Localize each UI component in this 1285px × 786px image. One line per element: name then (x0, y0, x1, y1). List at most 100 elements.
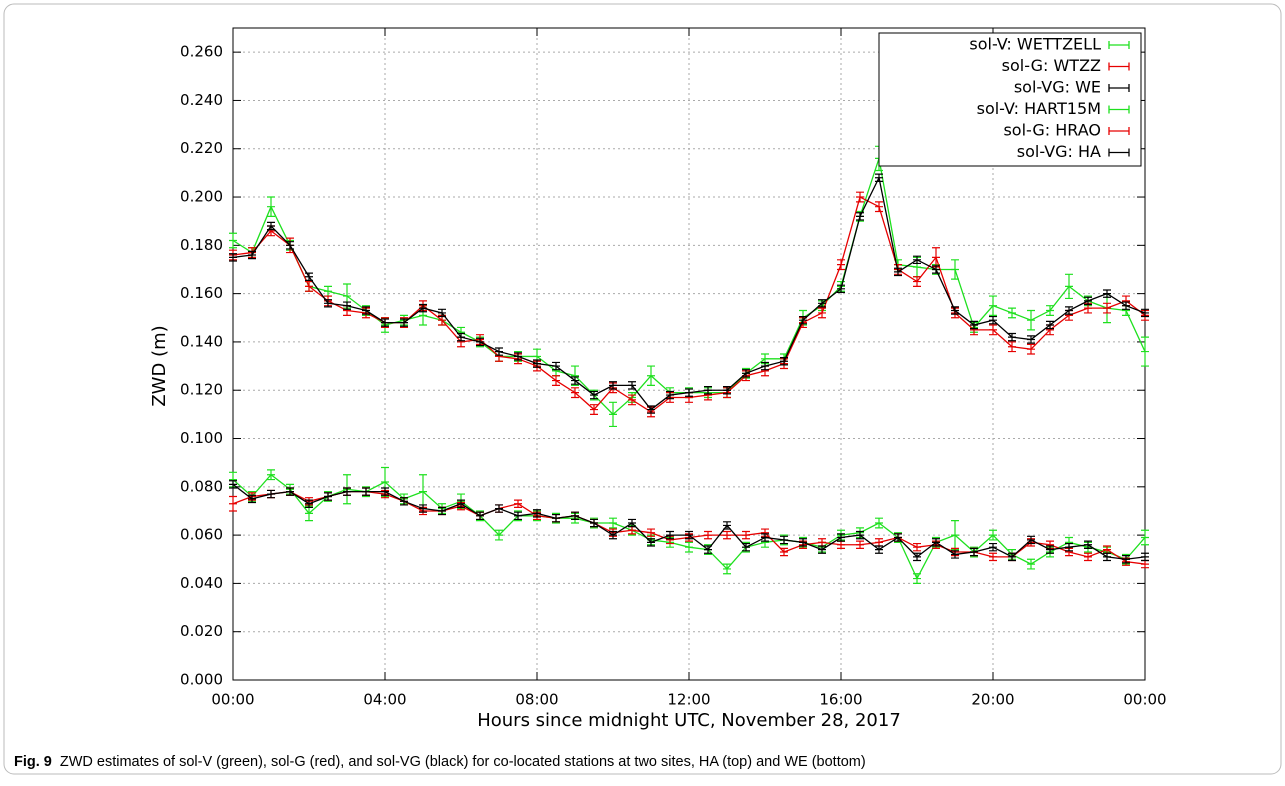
error-bar (704, 386, 712, 395)
error-bar (628, 526, 636, 535)
y-tick-label: 0.160 (180, 284, 223, 302)
error-bar (457, 326, 465, 338)
error-bar (305, 280, 313, 292)
error-bar (324, 299, 332, 308)
error-bar (742, 369, 750, 378)
y-axis-label: ZWD (m) (149, 325, 170, 406)
error-bar (286, 241, 294, 250)
error-bar (818, 299, 826, 308)
error-bar (628, 518, 636, 528)
error-bar (856, 540, 864, 549)
series (229, 173, 1149, 414)
error-bar (552, 513, 560, 523)
error-bar (894, 267, 902, 277)
error-bar (818, 538, 826, 547)
error-bar (628, 381, 636, 390)
legend-label: sol-V: WETTZELL (969, 35, 1101, 54)
error-bar (951, 259, 959, 280)
error-bar (704, 530, 712, 540)
y-tick-label: 0.140 (180, 332, 223, 350)
error-bar (248, 250, 256, 260)
error-bar (552, 375, 560, 386)
error-bar (837, 284, 845, 294)
error-bar (476, 337, 484, 347)
legend-label: sol-V: HART15M (977, 99, 1101, 118)
error-bar (647, 365, 655, 386)
error-bar (438, 506, 446, 516)
error-bar (571, 387, 579, 399)
error-bar (1122, 295, 1130, 307)
error-bar (666, 530, 674, 540)
error-bar (343, 301, 351, 310)
error-bar (400, 318, 408, 327)
legend-swatch (1108, 127, 1130, 135)
x-tick-label: 16:00 (819, 691, 862, 709)
error-bar (438, 308, 446, 318)
error-bar (514, 499, 522, 508)
error-bar (1065, 306, 1073, 315)
error-bar (875, 173, 883, 182)
error-bar (419, 303, 427, 313)
error-bar (742, 530, 750, 540)
error-bar (913, 552, 921, 562)
error-bar (989, 315, 997, 325)
error-bar (495, 529, 503, 541)
error-bar (609, 530, 617, 540)
error-bar (837, 533, 845, 542)
error-bar (1084, 296, 1092, 306)
error-bar (1103, 545, 1111, 554)
error-bar (1065, 542, 1073, 552)
figure-frame (3, 3, 1282, 775)
error-bar (951, 550, 959, 559)
error-bar (685, 530, 693, 540)
error-bar (267, 196, 275, 217)
error-bar (761, 528, 769, 537)
error-bar (818, 307, 826, 319)
error-bar (647, 538, 655, 547)
error-bar (875, 201, 883, 213)
error-bar (571, 365, 579, 386)
error-bar (533, 509, 541, 518)
error-bar (1141, 336, 1149, 367)
error-bar (514, 352, 522, 361)
x-tick-label: 20:00 (971, 691, 1014, 709)
error-bar (1008, 307, 1016, 319)
error-bar (571, 376, 579, 385)
legend-swatch (1108, 41, 1130, 49)
caption-label: Fig. 9 (14, 754, 52, 770)
error-bar (1141, 552, 1149, 562)
error-bar (723, 386, 731, 395)
error-bar (837, 540, 845, 549)
error-bar (704, 545, 712, 554)
error-bar (229, 471, 237, 488)
error-bar (1141, 529, 1149, 546)
error-bar (248, 494, 256, 504)
error-bar (419, 474, 427, 510)
legend-label: sol-VG: WE (1014, 78, 1101, 97)
y-tick-label: 0.060 (180, 526, 223, 544)
legend-swatch (1108, 148, 1130, 157)
error-bar (229, 232, 237, 249)
error-bar (913, 573, 921, 585)
y-tick-label: 0.020 (180, 622, 223, 640)
error-bar (571, 511, 579, 521)
error-bar (856, 212, 864, 221)
error-bar (856, 530, 864, 540)
error-bar (305, 272, 313, 281)
error-bar (1046, 305, 1054, 316)
error-bar (229, 480, 237, 489)
error-bar (989, 529, 997, 541)
error-bar (1065, 536, 1073, 548)
error-bar (1027, 309, 1035, 331)
error-bar (419, 504, 427, 513)
legend: sol-V: WETTZELL sol-G: WTZZ sol-VG: WE sol-… (878, 32, 1142, 167)
error-bar (1008, 332, 1016, 342)
error-bar (590, 390, 598, 400)
y-tick-label: 0.260 (180, 43, 223, 61)
error-bar (286, 487, 294, 496)
legend-swatch (1108, 84, 1130, 92)
error-bar (913, 542, 921, 552)
error-bar (666, 390, 674, 400)
error-bar (609, 517, 617, 529)
